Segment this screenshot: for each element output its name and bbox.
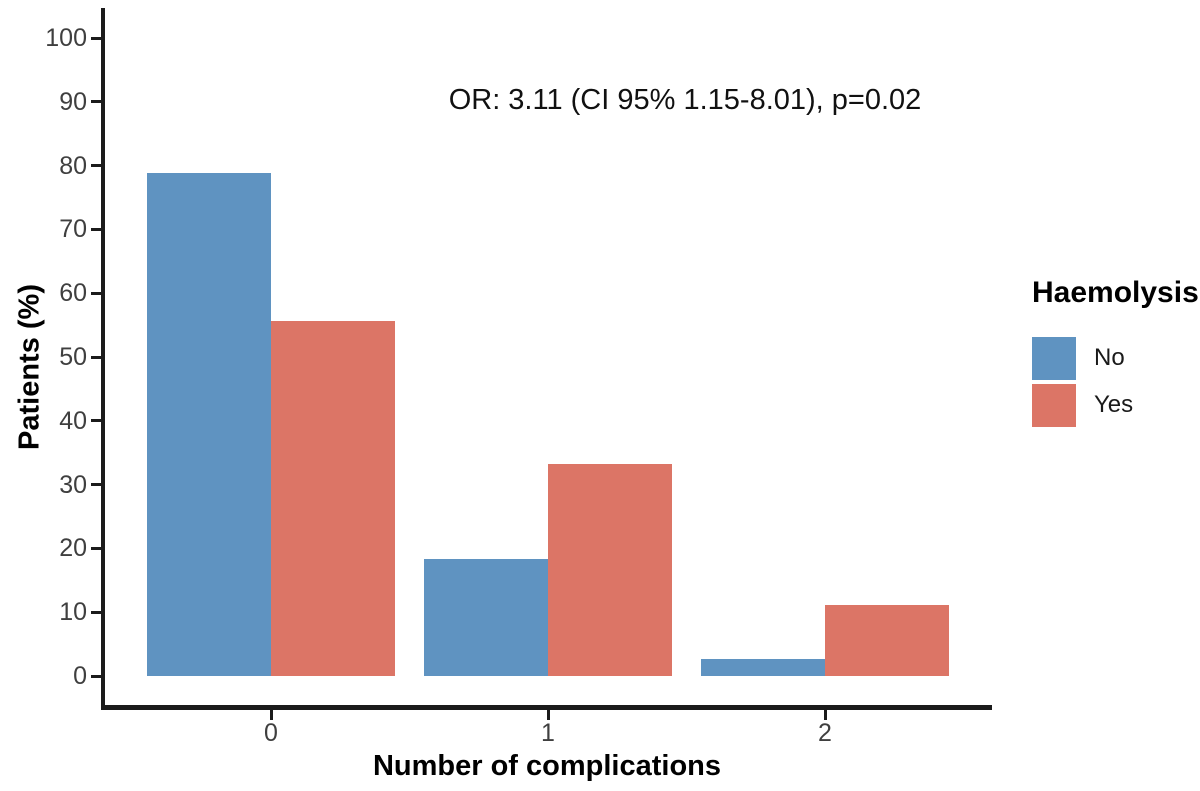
y-tick-label: 70 — [59, 215, 87, 244]
y-tick-label: 20 — [59, 534, 87, 563]
y-tick-label: 60 — [59, 279, 87, 308]
x-tick-mark — [823, 709, 827, 720]
y-tick-label: 80 — [59, 151, 87, 180]
bar-no-cat1 — [424, 558, 548, 676]
y-tick-mark — [91, 100, 103, 104]
y-tick-label: 90 — [59, 87, 87, 116]
stats-annotation: OR: 3.11 (CI 95% 1.15-8.01), p=0.02 — [448, 84, 922, 116]
y-tick-mark — [91, 546, 103, 550]
legend-swatch-yes — [1032, 383, 1076, 427]
y-tick-mark — [91, 483, 103, 487]
y-tick-label: 10 — [59, 598, 87, 627]
legend: Haemolysis No Yes — [1032, 276, 1200, 430]
legend-swatch-no — [1032, 336, 1076, 380]
y-tick-mark — [91, 355, 103, 359]
x-tick-label: 1 — [541, 719, 555, 747]
x-axis-title: Number of complications — [372, 750, 722, 782]
legend-label: Yes — [1094, 391, 1134, 418]
y-tick-mark — [91, 227, 103, 231]
x-tick-label: 2 — [818, 719, 832, 747]
y-tick-label: 40 — [59, 406, 87, 435]
bar-yes-cat1 — [548, 463, 672, 676]
x-tick-mark — [546, 709, 550, 720]
y-tick-mark — [91, 419, 103, 423]
legend-item-yes: Yes — [1032, 383, 1200, 427]
x-tick-mark — [269, 709, 273, 720]
y-tick-mark — [91, 674, 103, 678]
legend-label: No — [1094, 344, 1125, 371]
x-axis-line — [101, 705, 992, 710]
legend-items: No Yes — [1032, 336, 1200, 427]
legend-item-no: No — [1032, 336, 1200, 380]
y-tick-label: 100 — [45, 24, 87, 52]
bar-no-cat2 — [701, 659, 825, 676]
bar-yes-cat2 — [825, 605, 949, 676]
y-tick-mark — [91, 164, 103, 168]
x-tick-label: 0 — [264, 719, 278, 747]
y-tick-mark — [91, 610, 103, 614]
y-tick-mark — [91, 36, 103, 40]
bar-yes-cat0 — [271, 321, 395, 676]
y-axis-line — [101, 8, 105, 710]
y-tick-mark — [91, 291, 103, 295]
y-tick-label: 50 — [59, 343, 87, 371]
y-tick-label: 0 — [73, 662, 87, 690]
y-tick-label: 30 — [59, 470, 87, 499]
legend-title: Haemolysis — [1032, 276, 1199, 309]
bar-no-cat0 — [147, 172, 271, 676]
